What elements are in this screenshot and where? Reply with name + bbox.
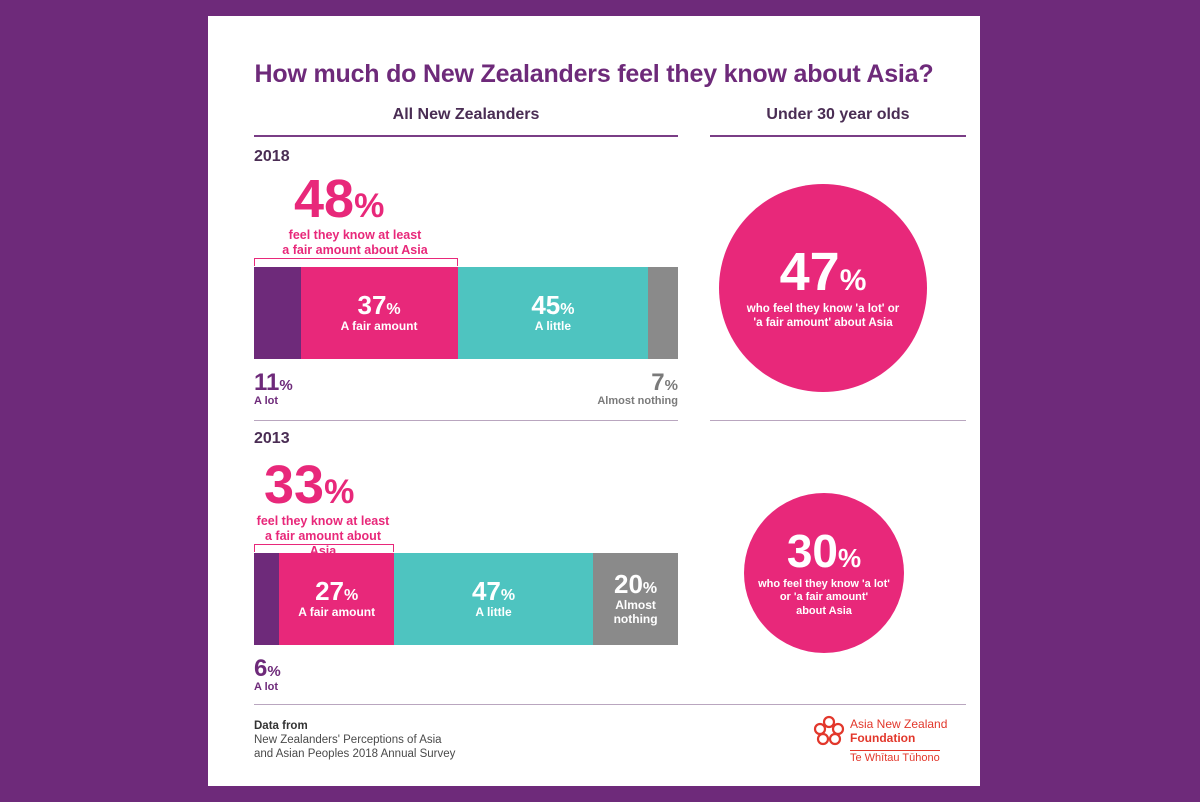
under30-circle-2013: 30% who feel they know 'a lot' or 'a fai… (744, 493, 904, 653)
headline-caption-2018: feel they know at least a fair amount ab… (254, 228, 456, 258)
logo-rule (850, 750, 940, 751)
data-label-name: A little (475, 605, 512, 620)
column-rule-all (254, 135, 678, 137)
logo-name: Asia New Zealand (850, 717, 948, 731)
data-label-name: Almost nothing (613, 598, 658, 626)
circle-value: 47% (779, 242, 867, 303)
infographic-card: How much do New Zealanders feel they kno… (208, 16, 980, 786)
headline-percent-2013: 33% (264, 458, 354, 512)
bar-segment-a-lot (254, 267, 301, 359)
bar-segment-almost-nothing: 20% Almost nothing (593, 553, 678, 645)
outside-label-almost-nothing-2018: 7% Almost nothing (597, 369, 678, 408)
caption-line: a fair amount about Asia (282, 243, 428, 257)
data-label: 45% (531, 290, 575, 321)
source-note: Data from New Zealanders' Perceptions of… (254, 720, 456, 760)
data-label: 37% (357, 290, 401, 321)
data-label-name: A little (534, 319, 572, 334)
column-header-under30: Under 30 year olds (766, 106, 910, 123)
year-label-2013: 2013 (254, 430, 290, 447)
circle-caption: who feel they know 'a lot' or 'a fair am… (758, 578, 890, 617)
data-label: 20% (613, 569, 658, 600)
headline-unit-2018: % (354, 187, 385, 225)
footer-divider (254, 704, 966, 705)
logo-maori-name: Te Whītau Tūhono (850, 752, 940, 764)
headline-percent-2018: 48% (294, 172, 384, 226)
caption-line: feel they know at least (256, 514, 390, 528)
column-rule-under30 (710, 135, 966, 137)
foundation-logo: Asia New Zealand Foundation Te Whītau Tū… (812, 712, 972, 768)
circle-value: 30% (786, 525, 862, 578)
column-header-all: All New Zealanders (392, 106, 540, 123)
page-title: How much do New Zealanders feel they kno… (254, 60, 934, 88)
bar-segment-fair-amount: 37% A fair amount (300, 267, 458, 359)
year-label-2018: 2018 (254, 148, 290, 165)
under30-circle-2018: 47% who feel they know 'a lot' or 'a fai… (719, 184, 927, 392)
logo-foundation: Foundation (850, 731, 916, 745)
headline-value-2018: 48 (294, 169, 355, 229)
bracket-2018 (254, 258, 458, 266)
headline-value-2013: 33 (264, 455, 325, 515)
data-label-name: A fair amount (340, 319, 418, 334)
caption-line: feel they know at least (288, 228, 422, 242)
data-label: 27% (315, 576, 359, 607)
foundation-knot-icon (813, 715, 845, 746)
bar-segment-fair-amount: 27% A fair amount (279, 553, 394, 645)
headline-unit-2013: % (324, 473, 355, 511)
bracket-2013 (254, 544, 394, 552)
stacked-bar-2018: 37% A fair amount 45% A little (254, 267, 678, 359)
outside-label-a-lot-2018: 11% A lot (254, 369, 293, 408)
data-label-name: A fair amount (298, 605, 376, 620)
stacked-bar-2013: 27% A fair amount 47% A little 20% Almos… (254, 553, 678, 645)
bar-segment-almost-nothing (648, 267, 678, 359)
circle-caption: who feel they know 'a lot' or 'a fair am… (746, 303, 900, 329)
section-divider (710, 420, 966, 421)
data-label: 47% (471, 576, 516, 607)
bar-segment-a-little: 45% A little (457, 267, 649, 359)
outside-label-a-lot-2013: 6% A lot (254, 655, 281, 694)
section-divider (254, 420, 678, 421)
bar-segment-a-little: 47% A little (393, 553, 594, 645)
bar-segment-a-lot (254, 553, 280, 645)
